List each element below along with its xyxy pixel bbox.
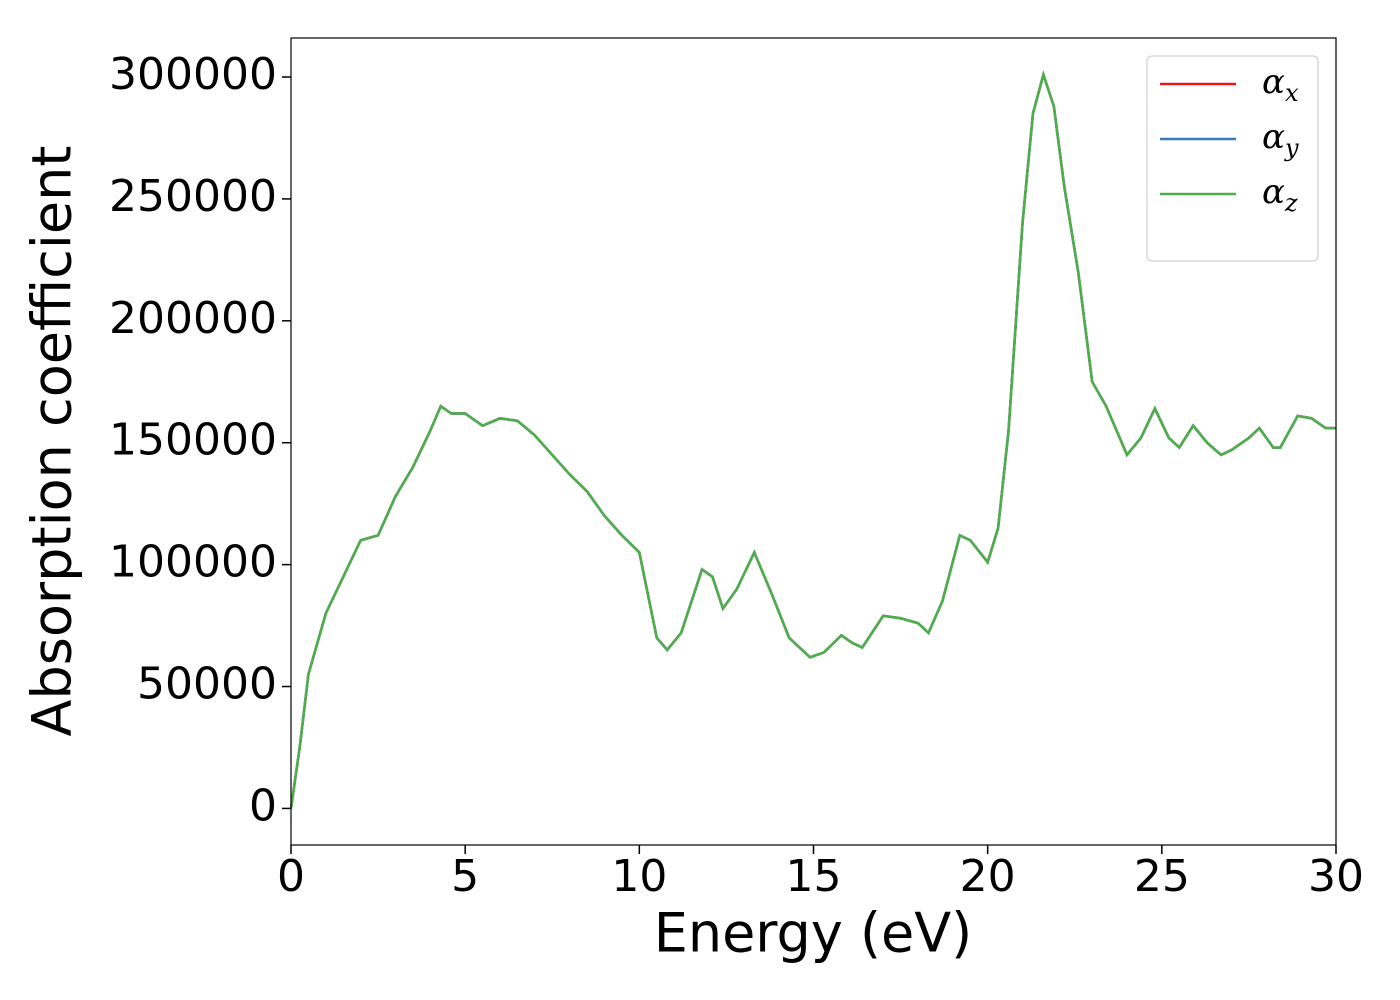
legend-box [1146,55,1319,262]
x-tick-label: 20 [960,851,1016,902]
x-tick-label: 15 [786,851,842,902]
y-tick-label: 150000 [109,415,277,466]
x-axis-label: Energy (eV) [654,902,973,965]
line [289,70,1336,809]
x-tick-label: 0 [277,851,305,902]
x-tick-label: 25 [1134,851,1190,902]
y-tick-label: 50000 [137,659,277,710]
y-tick-label: 300000 [109,49,277,100]
y-tick-label: 100000 [109,537,277,588]
y-tick-label: 250000 [109,171,277,222]
x-tick-label: 30 [1308,851,1364,902]
x-tick-label: 10 [611,851,667,902]
y-tick-label: 0 [249,780,277,831]
y-axis-label: Absorption coefficient [21,146,84,737]
y-tick-label: 200000 [109,293,277,344]
legend-label: αz [1262,172,1298,217]
x-tick-label: 5 [451,851,479,902]
plot-frame [290,37,1337,846]
